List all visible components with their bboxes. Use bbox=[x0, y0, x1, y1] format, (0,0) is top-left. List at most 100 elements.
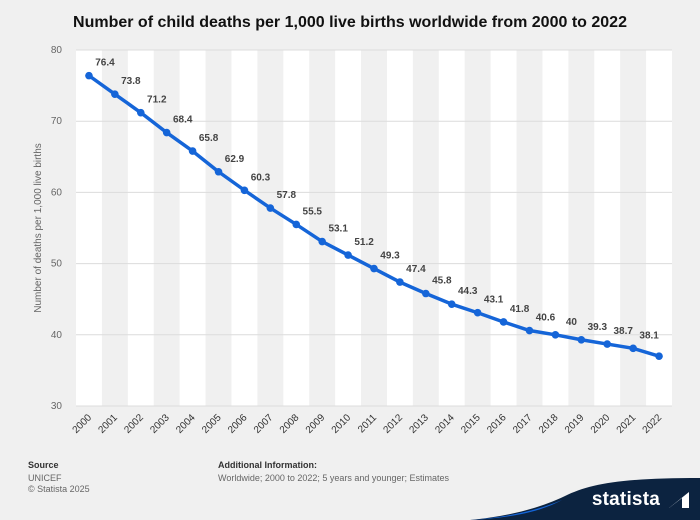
y-tick-label: 40 bbox=[51, 330, 63, 341]
chart-title: Number of child deaths per 1,000 live bi… bbox=[73, 14, 627, 31]
x-axis-ticks: 2000 2001 2002 2003 2004 2005 2006 2007 2008 2009… bbox=[71, 412, 665, 436]
data-point[interactable] bbox=[266, 204, 275, 212]
data-point[interactable] bbox=[603, 340, 612, 348]
column-band bbox=[594, 50, 621, 406]
data-label: 65.8 bbox=[199, 133, 219, 144]
additional-info-text: Worldwide; 2000 to 2022; 5 years and you… bbox=[218, 473, 449, 483]
column-band bbox=[490, 50, 517, 406]
column-bands bbox=[76, 50, 672, 406]
x-tick-label: 2009 bbox=[304, 412, 328, 436]
data-point[interactable] bbox=[447, 300, 456, 308]
data-point[interactable] bbox=[396, 278, 404, 286]
data-label: 39.3 bbox=[588, 322, 608, 333]
data-point[interactable] bbox=[292, 220, 301, 229]
y-tick-label: 70 bbox=[51, 116, 63, 127]
y-tick-label: 30 bbox=[51, 401, 63, 412]
data-label: 68.4 bbox=[173, 115, 193, 126]
column-band bbox=[542, 50, 569, 406]
source-heading: Source bbox=[28, 460, 59, 470]
data-point[interactable] bbox=[214, 167, 223, 176]
column-band bbox=[438, 50, 465, 406]
gridlines bbox=[76, 49, 672, 407]
data-label: 53.1 bbox=[328, 224, 348, 235]
x-tick-label: 2010 bbox=[330, 412, 354, 436]
data-label: 38.1 bbox=[639, 330, 659, 341]
x-tick-label: 2012 bbox=[382, 412, 406, 436]
y-tick-label: 60 bbox=[51, 187, 63, 198]
data-point[interactable] bbox=[162, 128, 171, 137]
column-band bbox=[335, 50, 362, 406]
data-label: 47.4 bbox=[406, 264, 426, 275]
brand-logo[interactable]: statista bbox=[470, 478, 700, 520]
data-label: 49.3 bbox=[380, 251, 400, 262]
data-label: 55.5 bbox=[303, 206, 323, 217]
data-label: 73.8 bbox=[121, 76, 141, 87]
x-tick-label: 2020 bbox=[589, 412, 613, 436]
data-point[interactable] bbox=[318, 237, 326, 246]
data-point[interactable] bbox=[370, 264, 378, 273]
column-band bbox=[231, 50, 258, 406]
column-band bbox=[386, 50, 413, 406]
data-point[interactable] bbox=[111, 90, 119, 98]
x-tick-label: 2002 bbox=[122, 412, 146, 436]
x-tick-label: 2001 bbox=[96, 412, 120, 436]
data-label: 57.8 bbox=[277, 190, 297, 201]
x-tick-label: 2003 bbox=[148, 412, 172, 436]
data-point[interactable] bbox=[344, 251, 352, 259]
brand-name: statista bbox=[591, 489, 660, 510]
x-tick-label: 2014 bbox=[433, 412, 457, 436]
x-tick-label: 2007 bbox=[252, 412, 276, 436]
data-point[interactable] bbox=[577, 335, 586, 344]
data-points bbox=[85, 71, 663, 360]
data-label: 44.3 bbox=[458, 286, 478, 297]
y-tick-label: 50 bbox=[51, 259, 63, 270]
data-label: 71.2 bbox=[147, 95, 167, 106]
x-tick-label: 2018 bbox=[537, 412, 561, 436]
data-label: 41.8 bbox=[510, 304, 530, 315]
data-point[interactable] bbox=[188, 147, 197, 155]
data-point[interactable] bbox=[136, 108, 145, 117]
data-point[interactable] bbox=[240, 186, 249, 195]
data-point[interactable] bbox=[629, 344, 637, 353]
x-tick-label: 2013 bbox=[407, 412, 431, 436]
data-label: 62.9 bbox=[225, 154, 245, 165]
y-axis-ticks: 30 40 50 60 70 80 bbox=[51, 45, 63, 412]
x-tick-label: 2015 bbox=[459, 412, 483, 436]
source-text: UNICEF bbox=[28, 473, 62, 483]
data-label: 40.6 bbox=[536, 313, 556, 324]
x-tick-label: 2021 bbox=[615, 412, 639, 436]
data-point[interactable] bbox=[551, 331, 560, 339]
data-label: 38.7 bbox=[613, 326, 633, 337]
data-point[interactable] bbox=[525, 326, 534, 335]
x-tick-label: 2017 bbox=[511, 412, 535, 436]
data-label: 40 bbox=[566, 317, 578, 328]
data-point[interactable] bbox=[499, 318, 508, 326]
data-point[interactable] bbox=[473, 308, 482, 317]
x-tick-label: 2019 bbox=[563, 412, 587, 436]
column-band bbox=[76, 50, 102, 406]
data-label: 60.3 bbox=[251, 172, 271, 183]
brand-wave bbox=[470, 478, 700, 520]
copyright-text: © Statista 2025 bbox=[28, 484, 90, 494]
footer: Source UNICEF © Statista 2025 Additional… bbox=[0, 455, 700, 520]
x-tick-label: 2005 bbox=[200, 412, 224, 436]
x-tick-label: 2022 bbox=[641, 412, 665, 436]
x-tick-label: 2000 bbox=[71, 412, 95, 436]
statista-logo-icon bbox=[669, 492, 689, 508]
x-tick-label: 2004 bbox=[174, 412, 198, 436]
data-point[interactable] bbox=[422, 289, 430, 298]
column-band bbox=[646, 50, 672, 406]
x-tick-label: 2006 bbox=[226, 412, 250, 436]
data-label: 43.1 bbox=[484, 295, 504, 306]
additional-info-heading: Additional Information: bbox=[218, 460, 317, 470]
x-tick-label: 2016 bbox=[485, 412, 509, 436]
data-label: 51.2 bbox=[354, 237, 374, 248]
y-axis-label: Number of deaths per 1,000 live births bbox=[33, 143, 44, 313]
data-label: 45.8 bbox=[432, 276, 452, 287]
x-tick-label: 2008 bbox=[278, 412, 302, 436]
data-point[interactable] bbox=[85, 71, 93, 80]
data-point[interactable] bbox=[655, 352, 663, 360]
column-band bbox=[179, 50, 206, 406]
